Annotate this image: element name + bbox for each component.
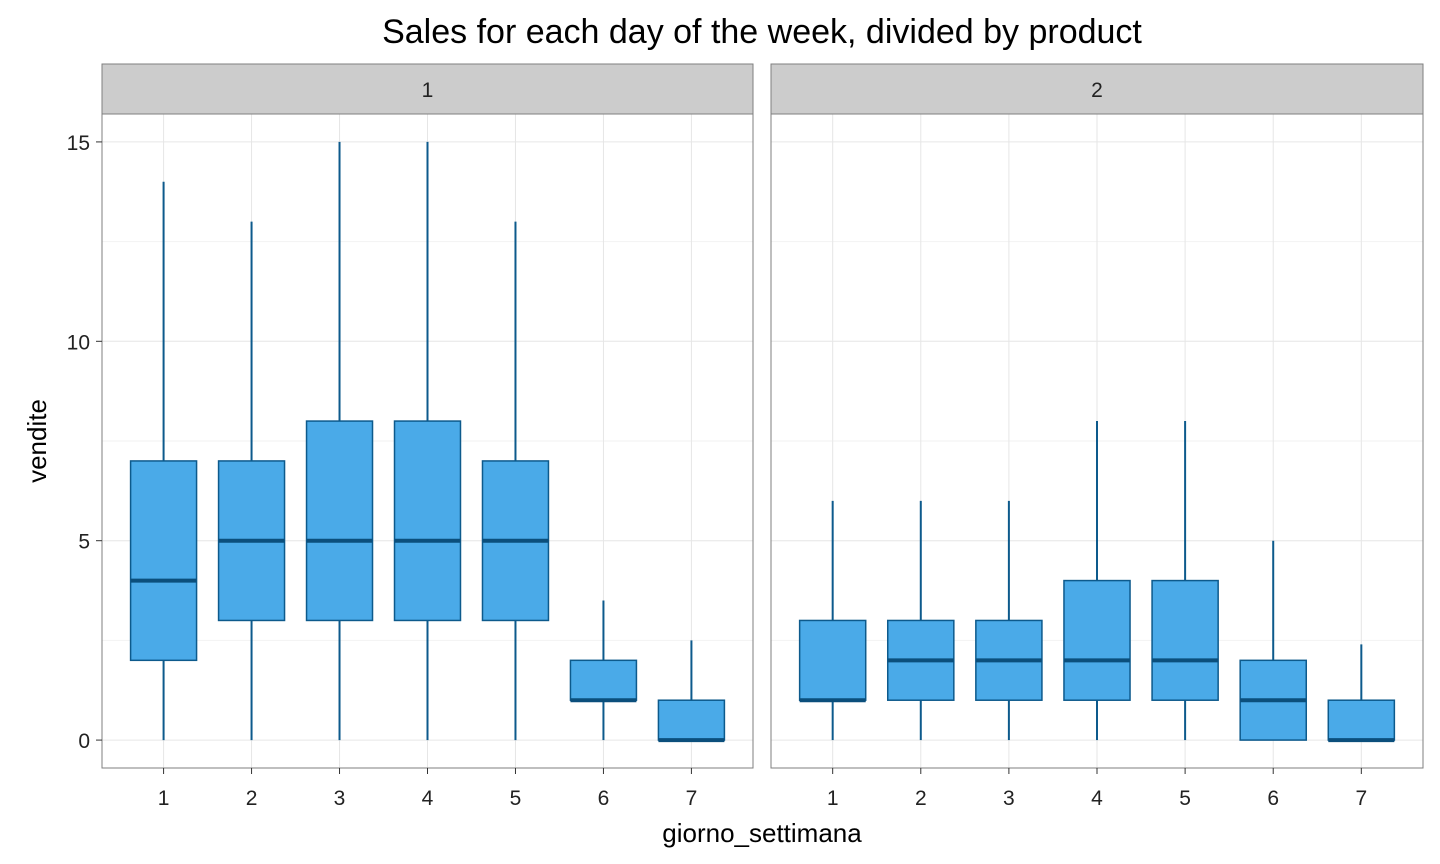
chart-title: Sales for each day of the week, divided …: [382, 13, 1142, 51]
box-body: [1063, 579, 1131, 701]
box-1-1: [129, 181, 198, 741]
facet-strip: [770, 63, 1424, 115]
box-2-3: [975, 500, 1043, 741]
box-1-3: [305, 141, 374, 741]
x-tick-label: 6: [598, 787, 610, 810]
y-axis-title: vendite: [22, 399, 52, 483]
y-tick-label: 10: [67, 331, 90, 354]
box-2-6: [1239, 540, 1308, 741]
x-tick-label: 1: [158, 787, 170, 810]
x-tick-label: 6: [1267, 787, 1279, 810]
x-tick-label: 2: [246, 787, 258, 810]
x-tick-label: 3: [1003, 787, 1015, 810]
box-2-4: [1063, 421, 1131, 741]
facet-strip-label: 1: [422, 79, 434, 102]
box-body: [1327, 699, 1396, 741]
box-2-2: [886, 500, 955, 741]
facet-panel-1: 1 1 2 3 4 5 6 7: [101, 63, 754, 810]
box-body: [305, 420, 374, 622]
box-2-5: [1151, 421, 1219, 741]
x-tick-label: 5: [510, 787, 522, 810]
y-tick-label: 15: [67, 132, 90, 155]
box-1-2: [217, 221, 286, 741]
facet-strip: [101, 63, 754, 115]
x-tick-label: 7: [686, 787, 698, 810]
y-tick-label: 5: [78, 531, 90, 554]
x-tick-label: 4: [1091, 787, 1103, 810]
box-body: [1151, 579, 1219, 701]
box-1-7: [657, 640, 726, 743]
y-tick-label: 0: [78, 730, 90, 753]
box-1-5: [481, 221, 550, 741]
box-1-6: [569, 600, 638, 741]
facet-panel-2: 2 1 2 3 4 5 6 7: [770, 63, 1424, 810]
box-2-1: [798, 500, 867, 741]
box-1-4: [393, 141, 462, 741]
plot-area: 1 1 2 3 4 5 6 7 2 1 2 3 4 5 6 7 0 5 10 15: [67, 63, 1424, 810]
box-body: [569, 659, 638, 701]
x-tick-label: 7: [1355, 787, 1367, 810]
box-body: [393, 420, 462, 622]
box-2-7: [1327, 644, 1396, 743]
x-tick-label: 1: [827, 787, 839, 810]
box-body: [129, 460, 198, 662]
box-body: [798, 619, 867, 701]
x-tick-label: 5: [1179, 787, 1191, 810]
box-body: [657, 699, 726, 741]
x-tick-label: 3: [334, 787, 346, 810]
x-tick-label: 4: [422, 787, 434, 810]
facet-strip-label: 2: [1091, 79, 1103, 102]
x-tick-label: 2: [915, 787, 927, 810]
x-axis-title: giorno_settimana: [662, 818, 862, 848]
